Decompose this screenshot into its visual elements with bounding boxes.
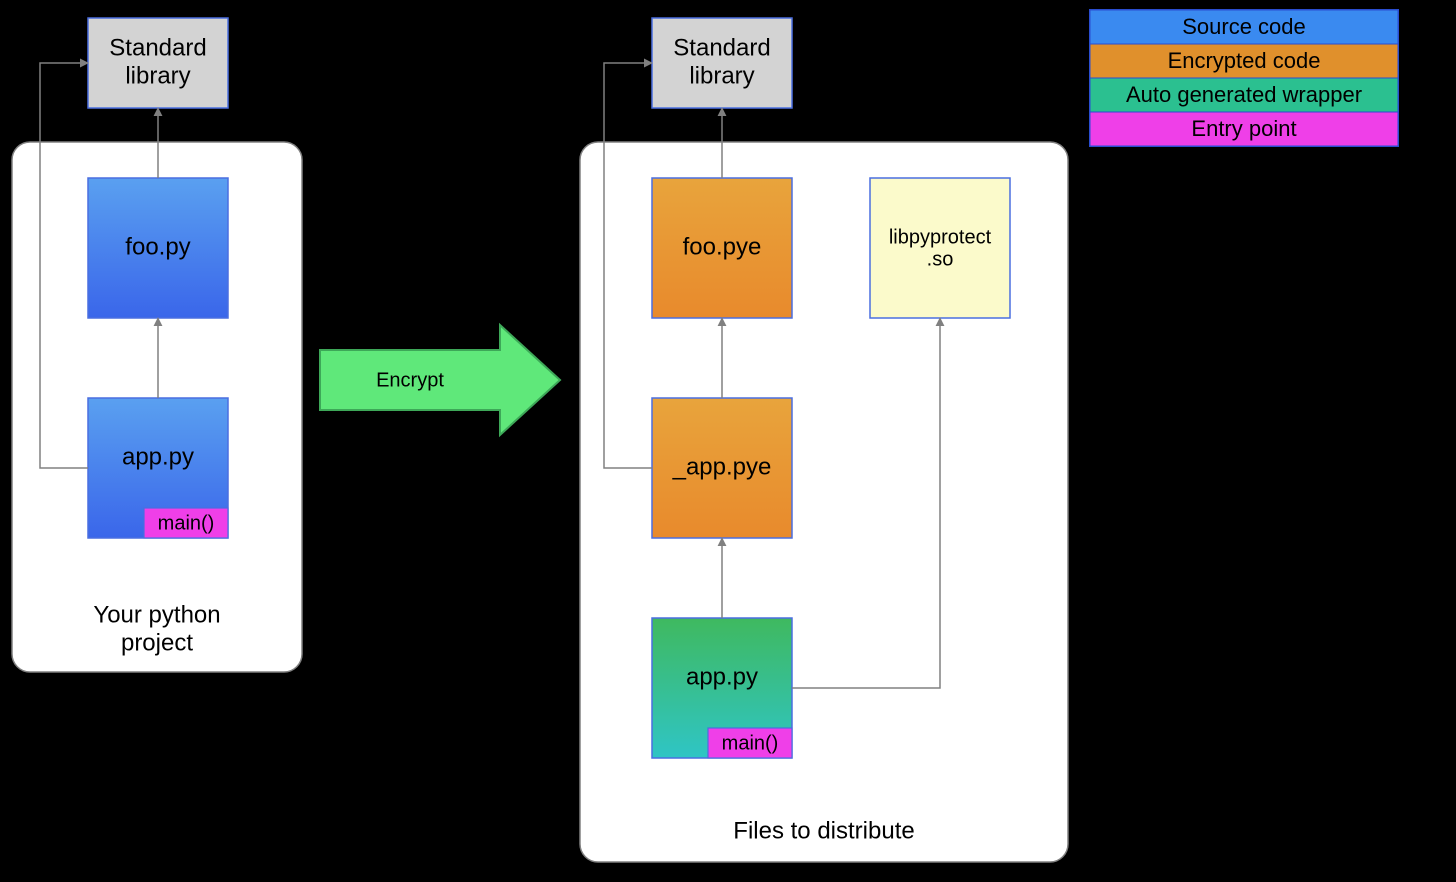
legend-row-label: Auto generated wrapper: [1126, 82, 1362, 107]
encrypt-arrow-label: Encrypt: [376, 369, 444, 391]
svg-text:libpyprotect: libpyprotect: [889, 226, 992, 248]
svg-text:foo.pye: foo.pye: [683, 233, 762, 260]
legend-row-label: Entry point: [1191, 116, 1296, 141]
panel-right-caption: Files to distribute: [733, 817, 914, 844]
svg-text:.so: .so: [927, 248, 954, 270]
legend-row-label: Encrypted code: [1168, 48, 1321, 73]
svg-text:Standard: Standard: [109, 34, 206, 61]
entry-point-label: main(): [722, 732, 779, 754]
svg-text:Standard: Standard: [673, 34, 770, 61]
svg-text:app.py: app.py: [686, 663, 758, 690]
svg-text:library: library: [689, 62, 754, 89]
svg-text:app.py: app.py: [122, 443, 194, 470]
svg-text:foo.py: foo.py: [125, 233, 190, 260]
svg-text:_app.pye: _app.pye: [672, 453, 772, 480]
svg-text:project: project: [121, 629, 193, 656]
svg-text:library: library: [125, 62, 190, 89]
legend-row-label: Source code: [1182, 14, 1306, 39]
entry-point-label: main(): [158, 512, 215, 534]
panel-left-caption: Your python: [93, 601, 220, 628]
